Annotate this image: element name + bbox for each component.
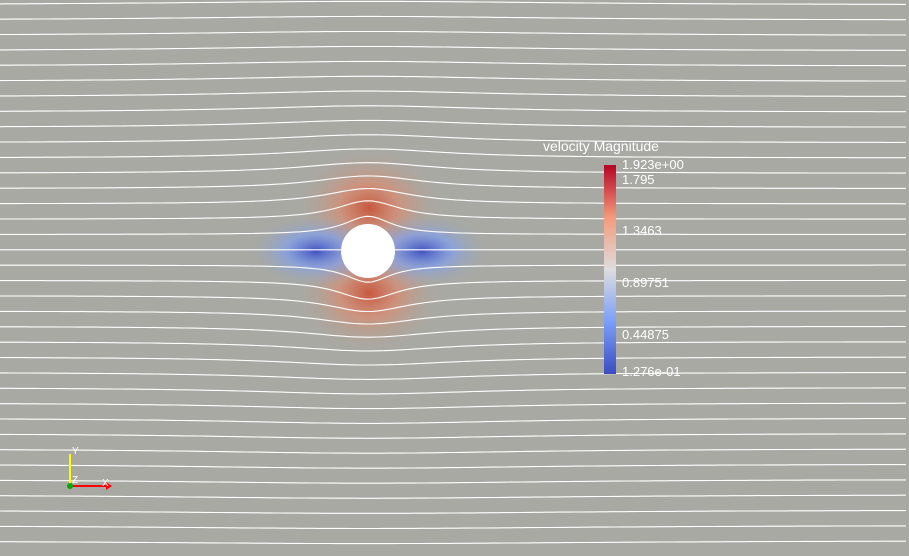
streamline — [0, 175, 906, 189]
z-axis-dot — [67, 483, 73, 489]
streamline — [0, 200, 906, 220]
scalar-bar-label-max: 1.923e+00 — [622, 157, 684, 172]
streamline — [0, 75, 906, 82]
scalar-bar-label-1: 1.795 — [622, 172, 655, 187]
streamline — [0, 215, 906, 235]
streamline — [0, 356, 906, 366]
streamline — [0, 295, 906, 313]
scalar-bar[interactable] — [604, 165, 616, 374]
x-axis-arrow — [106, 482, 112, 490]
streamline — [0, 264, 906, 283]
streamline — [0, 387, 906, 395]
streamline — [0, 0, 906, 5]
streamline — [0, 540, 906, 545]
streamline — [0, 188, 906, 205]
z-axis-label: Z — [72, 475, 79, 486]
scalar-bar-label-min: 1.276e-01 — [622, 364, 681, 379]
streamline — [0, 341, 906, 352]
streamline — [0, 448, 907, 454]
scalar-bar-label-2: 1.3463 — [622, 223, 662, 238]
streamline — [0, 464, 906, 469]
streamline — [0, 402, 906, 410]
streamline — [0, 60, 906, 67]
streamline — [0, 372, 906, 380]
orientation-axes — [67, 454, 112, 490]
streamline — [0, 30, 906, 36]
streamline — [0, 479, 906, 484]
streamline — [0, 525, 906, 530]
x-axis-label: X — [102, 478, 109, 489]
streamline — [0, 15, 906, 21]
streamline — [0, 325, 906, 338]
streamline — [0, 310, 906, 325]
scalar-bar-label-3: 0.89751 — [622, 275, 669, 290]
y-axis-label: Y — [72, 446, 79, 457]
streamline — [0, 148, 906, 159]
scalar-bar-label-4: 0.44875 — [622, 327, 669, 342]
streamline — [0, 162, 906, 174]
streamline — [0, 105, 906, 113]
streamline — [0, 90, 907, 97]
streamline — [0, 418, 906, 424]
streamline — [0, 433, 906, 439]
streamline — [0, 134, 906, 143]
scalar-bar-title: velocity Magnitude — [543, 138, 659, 154]
cylinder — [341, 224, 395, 278]
streamline — [0, 510, 906, 514]
streamline — [0, 119, 906, 128]
streamline — [0, 494, 906, 499]
streamline — [0, 45, 907, 51]
streamline — [0, 279, 906, 300]
